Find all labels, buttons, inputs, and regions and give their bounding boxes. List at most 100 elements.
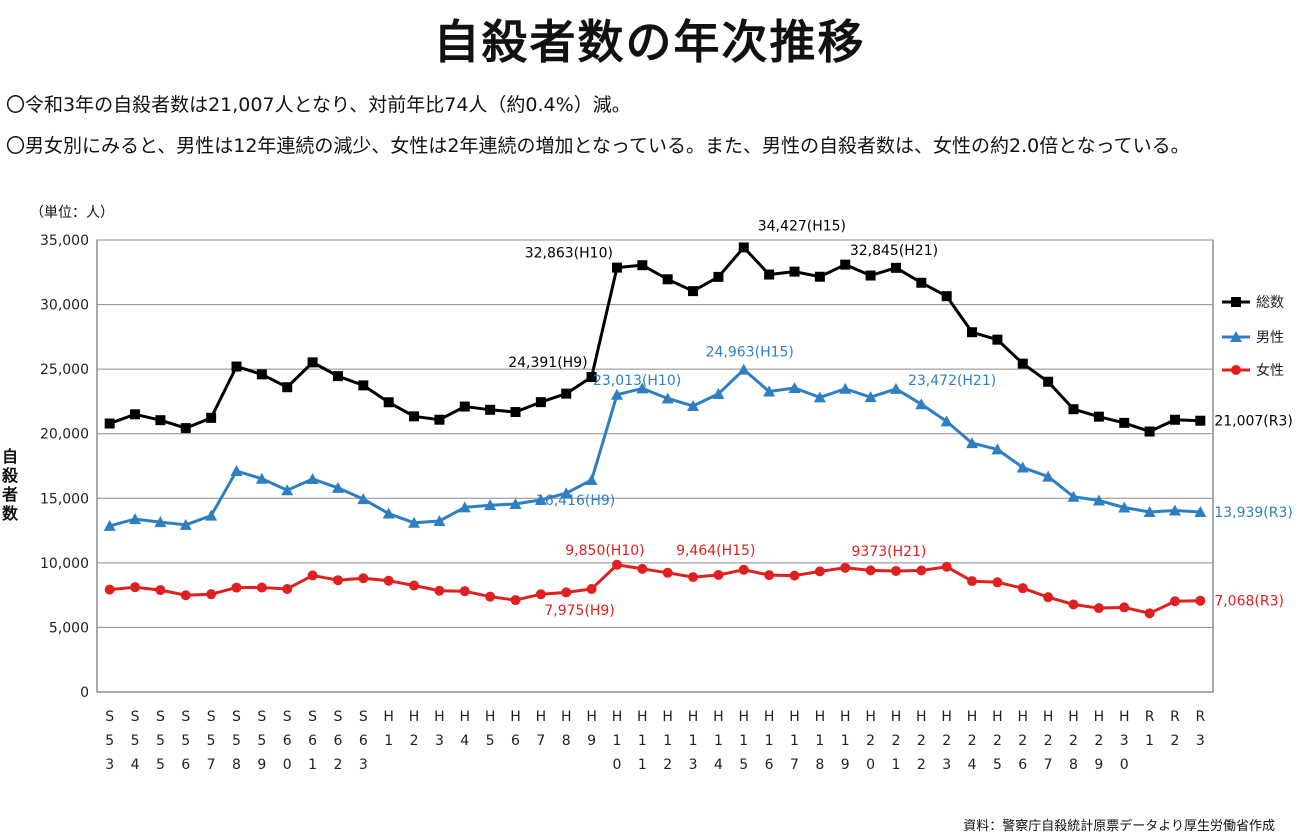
data-label: 21,007(R3) bbox=[1214, 414, 1293, 430]
data-point bbox=[915, 398, 928, 410]
data-point bbox=[383, 575, 394, 586]
data-label: 32,863(H10) bbox=[525, 246, 613, 262]
data-point bbox=[434, 414, 445, 425]
data-point bbox=[1119, 417, 1130, 428]
data-point bbox=[764, 269, 775, 280]
data-point bbox=[1168, 504, 1181, 516]
data-label: 23,472(H21) bbox=[908, 373, 996, 389]
data-point bbox=[332, 371, 343, 382]
data-point bbox=[941, 561, 952, 572]
data-point bbox=[103, 519, 116, 531]
data-point bbox=[1169, 596, 1180, 607]
data-point bbox=[332, 575, 343, 586]
data-point bbox=[130, 582, 141, 593]
data-point bbox=[104, 418, 115, 429]
y-tick-label: 10,000 bbox=[40, 556, 89, 572]
legend-marker bbox=[1231, 365, 1241, 375]
data-point bbox=[1118, 501, 1131, 513]
data-point bbox=[409, 411, 420, 422]
data-point bbox=[789, 266, 800, 277]
data-point bbox=[307, 570, 318, 581]
data-label: 7,068(R3) bbox=[1214, 594, 1284, 610]
data-point bbox=[382, 507, 395, 519]
data-point bbox=[865, 270, 876, 281]
data-point bbox=[458, 501, 471, 513]
data-label: 16,416(H9) bbox=[536, 493, 615, 509]
data-point bbox=[1043, 592, 1054, 603]
data-label: 9,850(H10) bbox=[565, 543, 644, 559]
data-point bbox=[510, 407, 521, 418]
data-point bbox=[459, 586, 470, 597]
data-point bbox=[889, 382, 902, 394]
data-point bbox=[1144, 608, 1155, 619]
data-point bbox=[155, 415, 166, 426]
y-tick-label: 20,000 bbox=[40, 427, 89, 443]
data-point bbox=[966, 437, 979, 449]
page-title: 自殺者数の年次推移 bbox=[433, 15, 866, 69]
data-point bbox=[865, 565, 876, 576]
data-point bbox=[713, 569, 724, 580]
data-point bbox=[1195, 595, 1206, 606]
data-point bbox=[662, 567, 673, 578]
data-point bbox=[154, 516, 167, 528]
data-point bbox=[485, 591, 496, 602]
data-point bbox=[129, 513, 142, 525]
data-point bbox=[813, 391, 826, 403]
data-point bbox=[941, 291, 952, 302]
data-point bbox=[231, 582, 242, 593]
data-point bbox=[688, 286, 699, 297]
data-point bbox=[991, 443, 1004, 455]
data-point bbox=[357, 493, 370, 505]
data-point bbox=[839, 382, 852, 394]
data-point bbox=[738, 242, 749, 253]
data-point bbox=[1169, 414, 1180, 425]
data-label: 32,845(H21) bbox=[850, 243, 938, 259]
data-point bbox=[1067, 490, 1080, 502]
data-point bbox=[967, 327, 978, 338]
data-point bbox=[434, 585, 445, 596]
data-point bbox=[155, 585, 166, 596]
series-line bbox=[109, 245, 1201, 434]
data-point bbox=[637, 260, 648, 271]
data-point bbox=[1042, 470, 1055, 482]
data-point bbox=[206, 412, 217, 423]
data-point bbox=[331, 481, 344, 493]
data-point bbox=[180, 590, 191, 601]
data-point bbox=[459, 401, 470, 412]
data-point bbox=[408, 516, 421, 528]
data-point bbox=[688, 572, 699, 583]
series-line bbox=[109, 563, 1201, 615]
data-label: 7,975(H9) bbox=[544, 603, 614, 619]
data-point bbox=[788, 381, 801, 393]
data-point bbox=[1068, 404, 1079, 415]
data-point bbox=[255, 472, 268, 484]
data-point bbox=[1043, 376, 1054, 387]
unit-label: （単位：人） bbox=[30, 205, 114, 221]
data-point bbox=[1194, 505, 1207, 517]
data-point bbox=[306, 472, 319, 484]
y-tick-label: 5,000 bbox=[49, 620, 89, 636]
data-point bbox=[206, 589, 217, 600]
data-label: 9,464(H15) bbox=[676, 543, 755, 559]
data-point bbox=[864, 391, 877, 403]
data-point bbox=[534, 493, 547, 505]
data-point bbox=[890, 565, 901, 576]
data-point bbox=[840, 259, 851, 270]
data-point bbox=[940, 415, 953, 427]
data-point bbox=[409, 580, 420, 591]
